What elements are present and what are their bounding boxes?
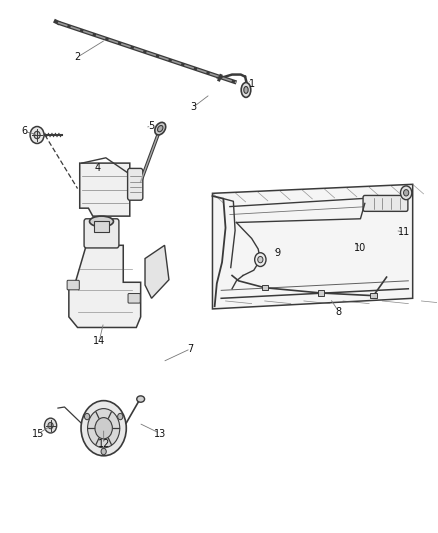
Circle shape — [34, 131, 40, 139]
Circle shape — [403, 190, 409, 196]
Text: 2: 2 — [74, 52, 81, 62]
Text: 3: 3 — [190, 102, 196, 112]
FancyBboxPatch shape — [363, 196, 408, 212]
Circle shape — [48, 422, 53, 429]
Circle shape — [95, 418, 113, 439]
Ellipse shape — [241, 83, 251, 98]
Bar — [371, 293, 377, 298]
Text: 12: 12 — [98, 439, 110, 449]
Text: 10: 10 — [354, 243, 367, 253]
Circle shape — [45, 418, 57, 433]
Text: 5: 5 — [148, 121, 155, 131]
Bar — [318, 290, 324, 296]
Circle shape — [30, 126, 44, 143]
Text: 9: 9 — [275, 248, 281, 259]
Circle shape — [85, 414, 90, 419]
Polygon shape — [145, 245, 169, 298]
Ellipse shape — [244, 86, 248, 93]
Text: 15: 15 — [32, 429, 45, 439]
Circle shape — [258, 256, 263, 263]
Circle shape — [88, 409, 120, 448]
Text: 8: 8 — [336, 306, 342, 317]
Text: 7: 7 — [187, 344, 194, 354]
Polygon shape — [69, 245, 141, 327]
Text: 11: 11 — [398, 227, 410, 237]
Circle shape — [254, 253, 266, 266]
Ellipse shape — [137, 396, 145, 402]
Text: 4: 4 — [94, 164, 100, 173]
Ellipse shape — [155, 123, 166, 135]
Ellipse shape — [158, 125, 163, 132]
Text: 1: 1 — [249, 78, 255, 88]
Polygon shape — [212, 184, 413, 309]
Bar — [261, 285, 268, 290]
Bar — [94, 221, 110, 232]
Circle shape — [81, 401, 126, 456]
FancyBboxPatch shape — [84, 219, 119, 248]
Polygon shape — [80, 163, 130, 216]
Circle shape — [101, 448, 106, 455]
FancyBboxPatch shape — [127, 168, 143, 200]
Text: 13: 13 — [154, 429, 166, 439]
FancyBboxPatch shape — [128, 294, 140, 303]
Ellipse shape — [89, 216, 113, 227]
Circle shape — [118, 414, 123, 419]
FancyBboxPatch shape — [67, 280, 79, 290]
Text: 14: 14 — [93, 336, 106, 346]
Circle shape — [400, 186, 412, 200]
Text: 6: 6 — [21, 126, 27, 136]
